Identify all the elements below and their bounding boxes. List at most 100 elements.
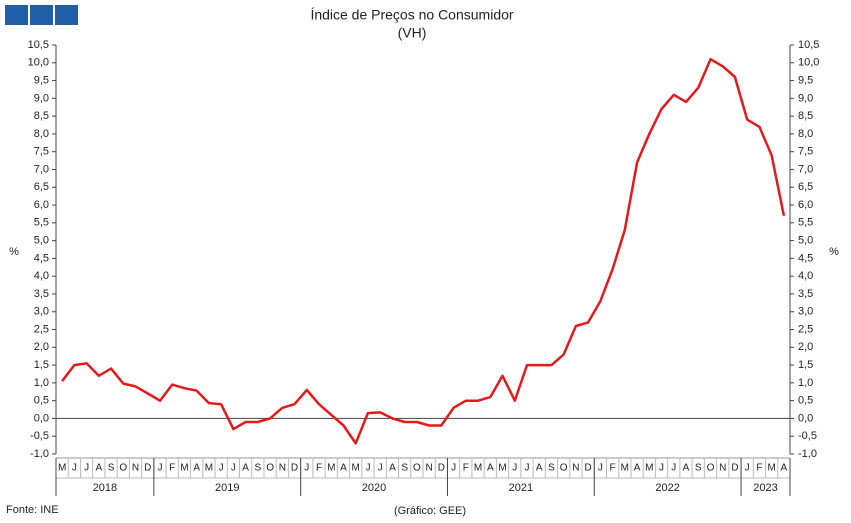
x-tick-label: A: [95, 463, 102, 474]
logo-block: [55, 5, 78, 25]
y-tick-label: 5,0: [34, 235, 49, 247]
y2-tick-label: 4,0: [798, 270, 813, 282]
y-tick-label: 2,0: [34, 341, 49, 353]
x-tick-label: J: [671, 463, 676, 474]
y2-tick-label: 2,5: [798, 323, 813, 335]
y2-tick-label: 3,0: [798, 306, 813, 318]
x-tick-label: S: [401, 463, 408, 474]
y-tick-label: 2,5: [34, 323, 49, 335]
x-tick-label: S: [548, 463, 555, 474]
y2-tick-label: 3,5: [798, 288, 813, 300]
x-tick-label: D: [438, 463, 445, 474]
y2-tick-label: 0,0: [798, 412, 813, 424]
y2-tick-label: 10,5: [798, 39, 819, 51]
x-tick-label: M: [498, 463, 506, 474]
x-tick-label: D: [291, 463, 298, 474]
y-tick-label: 8,5: [34, 110, 49, 122]
x-tick-label: J: [451, 463, 456, 474]
year-label: 2022: [655, 482, 679, 494]
y2-tick-label: 7,5: [798, 146, 813, 158]
year-label: 2019: [215, 482, 239, 494]
x-tick-label: M: [767, 463, 775, 474]
y-tick-label: 4,5: [34, 252, 49, 264]
x-tick-label: J: [72, 463, 77, 474]
y-tick-label: 1,5: [34, 359, 49, 371]
y-tick-label: 7,5: [34, 146, 49, 158]
x-tick-label: M: [474, 463, 482, 474]
logo-block: [30, 5, 53, 25]
chart-subtitle: (VH): [398, 25, 427, 41]
y-tick-label: 0,5: [34, 395, 49, 407]
x-tick-label: A: [487, 463, 494, 474]
y2-tick-label: 1,5: [798, 359, 813, 371]
x-tick-label: M: [645, 463, 653, 474]
y-tick-label: 3,5: [34, 288, 49, 300]
x-tick-label: A: [193, 463, 200, 474]
x-tick-label: M: [621, 463, 629, 474]
year-label: 2018: [93, 482, 117, 494]
x-tick-label: O: [119, 463, 127, 474]
x-tick-label: S: [108, 463, 115, 474]
y2-tick-label: 10,0: [798, 57, 819, 69]
x-tick-label: M: [180, 463, 188, 474]
x-tick-label: N: [719, 463, 726, 474]
x-tick-label: J: [659, 463, 664, 474]
x-tick-label: M: [352, 463, 360, 474]
y-axis-label: %: [9, 246, 19, 258]
x-tick-label: J: [304, 463, 309, 474]
y2-tick-label: 9,5: [798, 74, 813, 86]
x-tick-label: J: [157, 463, 162, 474]
y2-tick-label: -1,0: [798, 448, 817, 460]
year-label: 2020: [362, 482, 386, 494]
x-tick-label: N: [279, 463, 286, 474]
line-series: [61, 57, 786, 445]
y2-tick-label: 8,5: [798, 110, 813, 122]
y2-tick-label: 5,0: [798, 235, 813, 247]
source: Fonte: INE: [6, 504, 59, 516]
x-tick-label: J: [365, 463, 370, 474]
x-tick-label: S: [695, 463, 702, 474]
x-tick-label: F: [169, 463, 175, 474]
x-tick-label: F: [756, 463, 762, 474]
y-tick-label: 10,0: [28, 57, 49, 69]
x-tick-label: M: [327, 463, 335, 474]
y-tick-label: 4,0: [34, 270, 49, 282]
x-tick-label: A: [389, 463, 396, 474]
x-tick-label: F: [463, 463, 469, 474]
y2-tick-label: 1,0: [798, 377, 813, 389]
x-tick-label: O: [560, 463, 568, 474]
y2-tick-label: 5,5: [798, 217, 813, 229]
x-tick-label: S: [255, 463, 262, 474]
x-tick-label: N: [425, 463, 432, 474]
x-tick-label: N: [132, 463, 139, 474]
y-tick-label: 7,0: [34, 163, 49, 175]
x-tick-label: A: [781, 463, 788, 474]
y2-tick-label: 8,0: [798, 128, 813, 140]
y2-tick-label: 6,0: [798, 199, 813, 211]
x-tick-label: M: [205, 463, 213, 474]
y-tick-label: 9,5: [34, 74, 49, 86]
y-tick-label: -1,0: [30, 448, 49, 460]
y2-tick-label: 7,0: [798, 163, 813, 175]
x-tick-label: J: [598, 463, 603, 474]
year-label: 2021: [509, 482, 533, 494]
y-tick-label: 6,5: [34, 181, 49, 193]
chart-title: Índice de Preços no Consumidor: [310, 7, 513, 23]
x-tick-label: A: [634, 463, 641, 474]
y-tick-label: 8,0: [34, 128, 49, 140]
y2-tick-label: 2,0: [798, 341, 813, 353]
y-tick-label: 9,0: [34, 92, 49, 104]
x-tick-label: D: [144, 463, 151, 474]
x-tick-label: O: [266, 463, 274, 474]
y-tick-label: 5,5: [34, 217, 49, 229]
x-tick-label: O: [707, 463, 715, 474]
x-tick-label: N: [572, 463, 579, 474]
x-tick-label: A: [340, 463, 347, 474]
x-tick-label: A: [683, 463, 690, 474]
x-tick-label: J: [84, 463, 89, 474]
x-tick-label: O: [413, 463, 421, 474]
x-tick-label: J: [524, 463, 529, 474]
year-label: 2023: [753, 482, 777, 494]
y2-tick-label: 4,5: [798, 252, 813, 264]
